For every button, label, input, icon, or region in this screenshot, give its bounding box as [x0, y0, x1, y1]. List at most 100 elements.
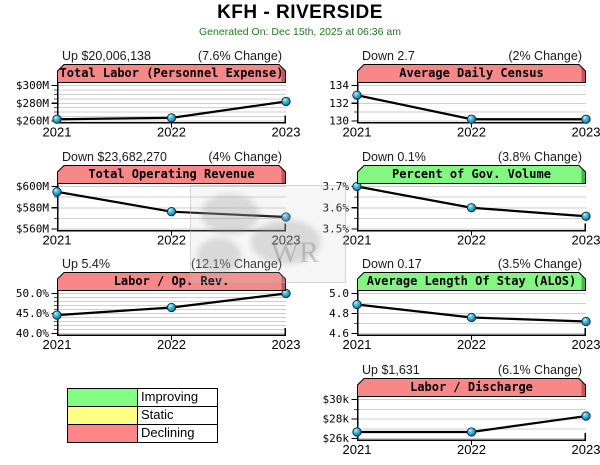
chart-labor-discharge: Up $1,631 (6.1% Change) Labor / Discharg…	[320, 363, 600, 457]
trend-legend: Improving Static Declining	[67, 388, 218, 443]
svg-text:2023: 2023	[272, 337, 301, 352]
svg-text:4.6: 4.6	[329, 327, 349, 340]
svg-text:2021: 2021	[43, 337, 72, 352]
chart-title: Average Daily Census	[399, 65, 544, 80]
chart-title: Percent of Gov. Volume	[392, 166, 551, 181]
chart-plot: 50.0% 45.0% 40.0%2021 2022 2023	[16, 287, 301, 352]
banner-background	[357, 64, 586, 83]
chart-title-banner: Percent of Gov. Volume	[357, 165, 586, 184]
chart-title: Average Length Of Stay (ALOS)	[366, 273, 577, 288]
chart-status: Up 5.4% (12.1% Change)	[57, 257, 286, 272]
generated-on-subtitle: Generated On: Dec 15th, 2025 at 06:36 am	[199, 26, 401, 38]
svg-text:$560M: $560M	[16, 223, 49, 236]
chart-title-banner: Total Operating Revenue	[57, 165, 286, 184]
svg-text:2021: 2021	[343, 125, 372, 140]
chart-title-banner: Average Daily Census	[357, 64, 586, 83]
banner-background	[57, 64, 286, 83]
chart-status: Up $1,631 (6.1% Change)	[357, 363, 586, 378]
status-change-value: Down $23,682,270	[62, 150, 167, 164]
svg-text:$30k: $30k	[323, 393, 350, 406]
svg-text:5.0: 5.0	[329, 287, 349, 300]
svg-text:2021: 2021	[43, 125, 72, 140]
status-change-value: Down 0.1%	[362, 150, 426, 164]
chart-title-banner: Average Length Of Stay (ALOS)	[357, 272, 586, 291]
chart-status: Up $20,006,138 (7.6% Change)	[57, 49, 286, 64]
static-color-swatch	[68, 407, 138, 424]
banner-background	[57, 165, 286, 184]
legend-row-improving: Improving	[68, 389, 217, 406]
status-change-percent: (7.6% Change)	[197, 49, 282, 63]
svg-text:$600M: $600M	[16, 180, 49, 193]
svg-text:2021: 2021	[343, 337, 372, 352]
chart-title: Labor / Discharge	[410, 379, 533, 394]
svg-text:2022: 2022	[157, 125, 186, 140]
status-change-percent: (6.1% Change)	[497, 363, 582, 377]
status-change-percent: (12.1% Change)	[190, 257, 282, 271]
declining-color-swatch	[68, 425, 138, 442]
chart-total-operating-revenue: Down $23,682,270 (4% Change) Total Opera…	[16, 150, 312, 248]
svg-text:3.6%: 3.6%	[323, 201, 350, 214]
chart-status: Down 0.1% (3.8% Change)	[357, 150, 586, 165]
page-title: KFH - RIVERSIDE	[217, 2, 383, 23]
svg-text:134: 134	[329, 79, 349, 92]
banner-background	[357, 378, 586, 397]
svg-text:$26k: $26k	[323, 432, 350, 445]
chart-title-banner: Labor / Op. Rev.	[57, 272, 286, 291]
banner-background	[57, 272, 286, 291]
legend-row-static: Static	[68, 406, 217, 424]
chart-alos: Down 0.17 (3.5% Change) Average Length O…	[320, 257, 600, 352]
svg-text:50.0%: 50.0%	[16, 287, 49, 300]
status-change-percent: (4% Change)	[208, 150, 282, 164]
chart-status: Down 2.7 (2% Change)	[357, 49, 586, 64]
svg-text:$280M: $280M	[16, 97, 49, 110]
status-change-value: Up 5.4%	[62, 257, 110, 271]
status-change-value: Up $1,631	[362, 363, 420, 377]
svg-text:40.0%: 40.0%	[16, 327, 49, 340]
svg-text:2022: 2022	[457, 125, 486, 140]
svg-text:130: 130	[329, 115, 349, 128]
svg-text:2022: 2022	[457, 442, 486, 457]
svg-text:2023: 2023	[272, 125, 301, 140]
svg-text:4.8: 4.8	[329, 307, 349, 320]
chart-status: Down $23,682,270 (4% Change)	[57, 150, 286, 165]
chart-title-banner: Labor / Discharge	[357, 378, 586, 397]
status-change-percent: (2% Change)	[508, 49, 582, 63]
chart-status: Down 0.17 (3.5% Change)	[357, 257, 586, 272]
svg-text:2023: 2023	[572, 442, 600, 457]
svg-text:3.5%: 3.5%	[323, 223, 350, 236]
chart-title: Total Labor (Personnel Expense)	[59, 65, 284, 80]
legend-label: Static	[141, 407, 174, 422]
svg-text:2022: 2022	[457, 233, 486, 248]
chart-plot: 3.7% 3.6% 3.5%2021 2022 2023	[323, 180, 600, 248]
legend-row-declining: Declining	[68, 424, 217, 442]
svg-text:2022: 2022	[457, 337, 486, 352]
status-change-value: Down 2.7	[362, 49, 415, 63]
svg-text:$300M: $300M	[16, 79, 49, 92]
svg-text:2023: 2023	[272, 233, 301, 248]
svg-text:2023: 2023	[572, 337, 600, 352]
status-change-value: Up $20,006,138	[62, 49, 151, 63]
svg-text:3.7%: 3.7%	[323, 180, 350, 193]
chart-title-banner: Total Labor (Personnel Expense)	[57, 64, 286, 83]
status-change-percent: (3.5% Change)	[497, 257, 582, 271]
svg-text:2022: 2022	[157, 233, 186, 248]
chart-percent-gov-volume: Down 0.1% (3.8% Change) Percent of Gov. …	[320, 150, 600, 248]
svg-text:45.0%: 45.0%	[16, 307, 49, 320]
legend-label: Declining	[141, 425, 195, 440]
svg-text:2021: 2021	[343, 442, 372, 457]
chart-labor-op-rev: Up 5.4% (12.1% Change) Labor / Op. Rev. …	[16, 257, 312, 352]
chart-total-labor: Up $20,006,138 (7.6% Change) Total Labor…	[16, 49, 312, 140]
chart-average-daily-census: Down 2.7 (2% Change) Average Daily Censu…	[320, 49, 600, 140]
svg-text:$580M: $580M	[16, 201, 49, 214]
svg-text:$28k: $28k	[323, 413, 350, 426]
chart-title: Total Operating Revenue	[88, 166, 255, 181]
svg-text:2022: 2022	[157, 337, 186, 352]
status-change-percent: (3.8% Change)	[497, 150, 582, 164]
banner-background	[357, 272, 586, 291]
